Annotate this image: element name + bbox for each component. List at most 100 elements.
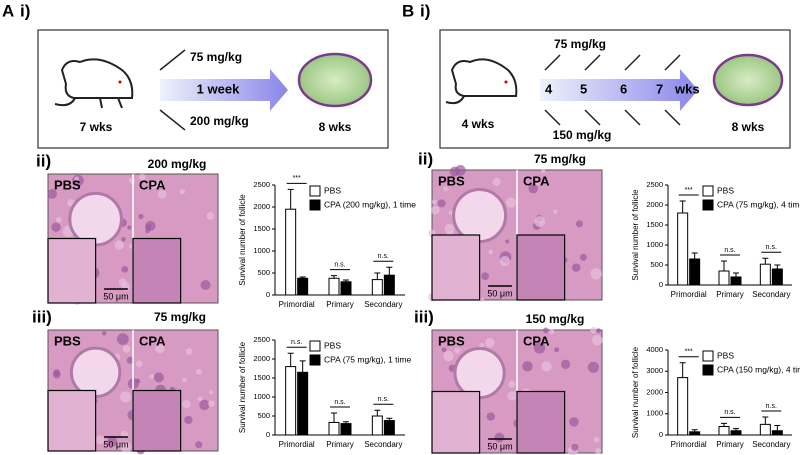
tissue-cell [485, 338, 495, 348]
tissue-cell [430, 205, 440, 215]
tissue-cell [196, 368, 203, 375]
significance-label: n.s. [334, 261, 345, 268]
bar [730, 430, 742, 436]
error-bar [691, 252, 698, 259]
bar [328, 277, 340, 296]
inset [132, 237, 182, 304]
y-tick-label: 3000 [646, 366, 663, 375]
error-bar [374, 272, 381, 280]
error-bar [691, 429, 698, 432]
tissue-cell [443, 350, 454, 362]
start-age: 4 wks [462, 117, 495, 131]
image-label: CPA [523, 333, 550, 348]
y-tick-label: 1000 [646, 240, 663, 249]
legend-swatch [309, 185, 321, 197]
tissue-cell [185, 348, 193, 355]
sub-label: ii) [36, 151, 51, 170]
legend-label: CPA (150 mg/kg), 4 times [717, 364, 800, 374]
inset [47, 389, 97, 452]
scale-label: 50 μm [487, 441, 512, 451]
y-tick-label: 2000 [646, 387, 663, 396]
tissue-cell [184, 415, 193, 425]
error-bar [774, 424, 781, 431]
tissue-cell [587, 361, 599, 373]
significance-label: n.s. [334, 399, 345, 406]
inset [516, 234, 566, 301]
tissue-cell [579, 253, 587, 261]
arrow [160, 69, 288, 111]
tissue-cell [479, 342, 485, 348]
x-tick-label: Primordial [279, 440, 315, 449]
tissue-cell [505, 197, 517, 208]
tissue-cell [534, 180, 540, 186]
follicle [69, 346, 122, 399]
image-label: CPA [139, 177, 166, 192]
bar [718, 426, 730, 436]
x-tick-label: Primary [716, 440, 744, 449]
image-label: PBS [438, 333, 465, 348]
legend-label: CPA (200 mg/kg), 1 time [324, 199, 416, 209]
tissue-cell [47, 189, 57, 199]
tissue-cell [197, 396, 203, 402]
micrograph-title: 200 mg/kg [148, 157, 207, 171]
significance-label: n.s. [766, 403, 777, 410]
bar [730, 276, 742, 286]
error-bar [331, 412, 337, 423]
x-tick-label: Primary [716, 290, 744, 299]
y-tick-label: 1500 [646, 220, 663, 229]
start-age: 7 wks [80, 120, 113, 134]
tissue-cell [571, 443, 579, 451]
legend-swatch [309, 354, 321, 366]
mouse-icon [54, 58, 134, 109]
end-age: 8 wks [319, 120, 352, 134]
tissue-cell [155, 179, 164, 188]
tissue-cell [195, 441, 203, 449]
bar [285, 208, 297, 296]
bar [677, 212, 689, 286]
error-bar [331, 275, 337, 279]
dose-label: 75 mg/kg [190, 50, 242, 64]
y-tick-label: 2000 [646, 200, 663, 209]
tissue-cell [74, 176, 80, 182]
inset [431, 390, 481, 454]
tissue-cell [481, 272, 489, 281]
legend-swatch [702, 185, 714, 197]
sub-label: iii) [414, 307, 434, 326]
significance-label: n.s. [378, 396, 389, 403]
significance-label: n.s. [724, 409, 735, 416]
significance-label: *** [685, 187, 693, 194]
scale-label: 50 μm [487, 288, 512, 298]
y-tick-label: 500 [650, 260, 663, 269]
micrograph-title: 75 mg/kg [534, 152, 586, 166]
tissue-cell [549, 329, 555, 335]
legend-swatch [702, 199, 714, 211]
tissue-cell [179, 188, 186, 195]
tissue-cell [590, 268, 602, 280]
bar [297, 277, 309, 296]
tissue-cell [51, 222, 61, 232]
inset [431, 234, 481, 301]
legend-label: CPA (75 mg/kg), 1 time [324, 354, 412, 364]
tissue-cell [107, 436, 118, 447]
tissue-cell [592, 334, 603, 346]
follicle [452, 188, 508, 243]
bar [718, 270, 730, 286]
bar [771, 430, 783, 436]
tissue-cell [494, 432, 505, 443]
bar [383, 274, 395, 296]
tissue-cell [593, 436, 600, 443]
tissue-cell [53, 369, 61, 376]
error-bar [762, 416, 769, 425]
x-tick-label: Secondary [364, 440, 402, 449]
x-tick-label: Primordial [671, 440, 707, 449]
tissue-cell [127, 225, 132, 230]
error-bar [679, 362, 686, 378]
tissue-cell [145, 228, 150, 234]
legend-label: PBS [324, 185, 341, 195]
bar [771, 268, 783, 286]
error-bar [299, 276, 306, 279]
y-tick-label: 0 [659, 430, 663, 439]
bar [677, 377, 689, 436]
interval: 1 week [197, 81, 240, 96]
error-bar [774, 264, 781, 269]
